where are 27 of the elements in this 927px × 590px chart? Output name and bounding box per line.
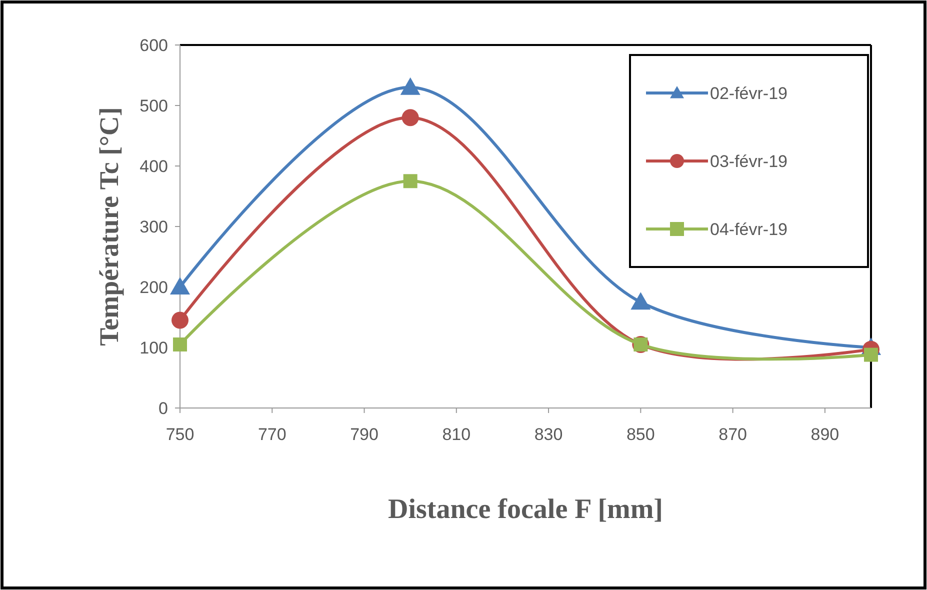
point	[403, 174, 418, 188]
y-tick-label: 0	[158, 398, 168, 418]
legend-label: 02-févr-19	[710, 84, 788, 103]
point	[630, 292, 651, 310]
x-tick-label: 750	[166, 425, 194, 444]
y-tick-label: 100	[140, 338, 168, 358]
x-tick-label: 830	[534, 425, 563, 444]
x-axis-title: Distance focale F [mm]	[388, 494, 663, 525]
legend-label: 04-févr-19	[710, 220, 788, 239]
x-tick-label: 810	[442, 425, 471, 444]
y-tick-label: 300	[140, 217, 168, 236]
y-axis-title: Température Tc [°C]	[94, 107, 124, 346]
y-tick-label: 400	[140, 156, 168, 176]
y-tick-label: 200	[140, 278, 168, 297]
x-tick-label: 850	[626, 425, 655, 444]
x-tick-label: 770	[258, 425, 286, 444]
point	[170, 277, 190, 294]
point	[173, 337, 187, 352]
x-tick-label: 790	[350, 425, 378, 444]
x-tick-label: 890	[810, 425, 840, 444]
legend-label: 03-févr-19	[710, 152, 788, 171]
point	[172, 312, 188, 329]
y-tick-label: 500	[140, 96, 168, 116]
point	[402, 109, 419, 126]
y-tick-label: 600	[140, 36, 168, 55]
point	[400, 77, 420, 95]
x-tick-label: 870	[718, 425, 747, 444]
